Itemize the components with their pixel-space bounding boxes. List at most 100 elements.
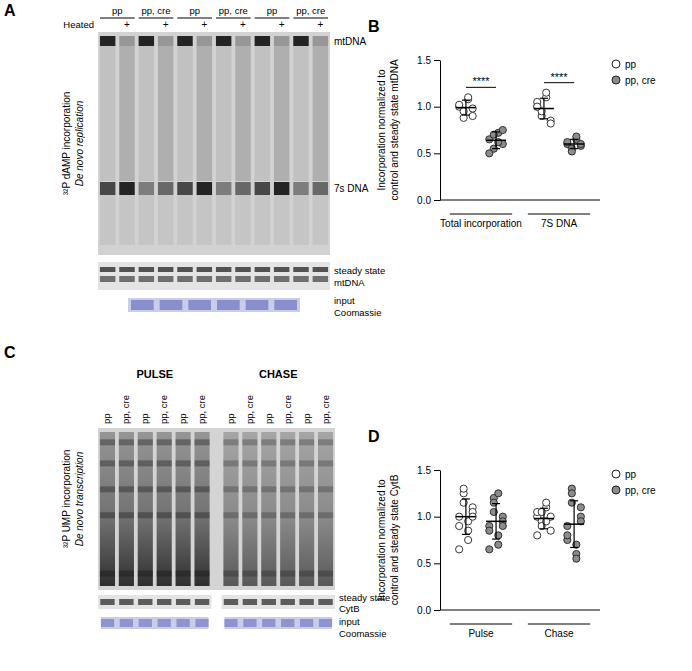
gel-band <box>318 460 333 466</box>
gel-band <box>100 276 115 282</box>
lane-label: pp, cre <box>296 5 325 16</box>
panel-letter: D <box>368 428 380 445</box>
heated-label: Heated <box>63 19 94 30</box>
gel-background <box>98 32 330 255</box>
scatter-panel: D0.00.51.01.5Incorporation normalized to… <box>368 428 656 639</box>
lane-label: pp <box>112 5 123 16</box>
y-tick-label: 0.0 <box>417 605 431 616</box>
gel-band <box>293 276 308 282</box>
coomassie-strip <box>101 617 209 629</box>
y-tick-label: 0.0 <box>417 195 431 206</box>
gel-band <box>157 486 172 492</box>
error-bar <box>570 139 578 148</box>
heated-mark: + <box>317 19 323 30</box>
error-bar-cap <box>462 114 470 115</box>
category-bracket <box>528 624 590 625</box>
data-point <box>547 120 554 127</box>
y-axis-line <box>440 61 441 201</box>
gel-smear <box>100 432 115 586</box>
gel-band <box>176 486 191 492</box>
coomassie-strip <box>225 617 333 629</box>
gel-band <box>176 460 191 466</box>
lane-label: pp, cre <box>158 395 169 424</box>
category-label: Chase <box>545 628 574 639</box>
gel-band <box>223 571 238 577</box>
gel-band <box>313 182 328 195</box>
gel-band <box>261 571 276 577</box>
error-bar-stem <box>465 100 466 115</box>
coomassie-lane <box>274 300 297 310</box>
coomassie-lane <box>217 300 240 310</box>
gel-band <box>100 571 115 577</box>
lane-label: pp, cre <box>244 395 255 424</box>
significance-label: **** <box>472 75 490 87</box>
y-tick-mark <box>434 153 440 154</box>
gel-band <box>262 599 276 605</box>
lane-label: pp <box>267 5 278 16</box>
y-tick-label: 1.5 <box>417 465 431 476</box>
gel-band <box>242 439 257 445</box>
gel-band <box>318 486 333 492</box>
lane-label: pp <box>301 413 312 424</box>
gel-band <box>176 571 191 577</box>
gel-background <box>222 595 336 609</box>
error-bar <box>540 98 548 119</box>
gel-band <box>119 460 134 466</box>
figure: App+pp, cre+pp+pp, cre+pp+pp, cre+Heated… <box>0 0 692 671</box>
error-bar-cap <box>540 508 548 509</box>
gel-smear <box>158 46 173 181</box>
gel-band <box>299 571 314 577</box>
y-axis-title: control and steady state mtDNA <box>389 59 400 201</box>
heated-mark: + <box>163 19 169 30</box>
gel-band <box>293 36 308 46</box>
error-bar-cap <box>570 500 578 501</box>
gel-smear <box>223 432 238 586</box>
gel-band <box>177 36 192 46</box>
coomassie-lane <box>224 619 237 627</box>
gel-band <box>223 460 238 466</box>
panel-letter: A <box>4 2 16 19</box>
y-axis: 0.00.51.01.5 <box>417 55 440 206</box>
gel-band <box>261 439 276 445</box>
data-point <box>456 522 463 529</box>
data-point <box>486 546 493 553</box>
error-bar-cap <box>492 538 500 539</box>
lane-label: pp, cre <box>320 395 331 424</box>
gel-band <box>100 182 115 195</box>
gel-band <box>313 36 328 46</box>
y-tick: 1.0 <box>417 101 440 112</box>
y-tick-mark <box>434 610 440 611</box>
gel-band <box>313 276 328 282</box>
gel-band <box>216 276 231 282</box>
error-bar-stem <box>543 508 544 529</box>
data-point <box>568 490 575 497</box>
legend-label: pp, cre <box>625 75 656 86</box>
error-bar-cap <box>492 503 500 504</box>
data-point <box>577 504 584 511</box>
gel-smear <box>139 46 154 181</box>
input-label: input <box>339 616 360 627</box>
scatter-panel: B0.00.51.01.5Incorporation normalized to… <box>368 18 656 229</box>
gel-band <box>119 267 134 272</box>
gel-smear <box>197 46 212 181</box>
gel-background <box>98 262 330 290</box>
coomassie-lane <box>101 619 114 627</box>
gel-band <box>299 460 314 466</box>
data-point <box>486 527 493 534</box>
gel-band <box>119 276 134 282</box>
gel-band <box>299 512 314 518</box>
gel-band <box>280 571 295 577</box>
data-point <box>573 555 580 562</box>
data-point <box>465 536 472 543</box>
gel-smear <box>235 46 250 181</box>
lane-label: pp <box>177 413 188 424</box>
error-bar-stem <box>495 132 496 149</box>
gel-smear <box>119 195 134 245</box>
y-axis-title: Incorporation normalized to <box>376 69 387 191</box>
gel-band <box>176 439 191 445</box>
error-bar <box>492 504 500 539</box>
blot-label: CytB <box>339 603 360 614</box>
error-bar-cap <box>462 498 470 499</box>
gel-band <box>280 460 295 466</box>
lane-label: pp <box>189 5 200 16</box>
